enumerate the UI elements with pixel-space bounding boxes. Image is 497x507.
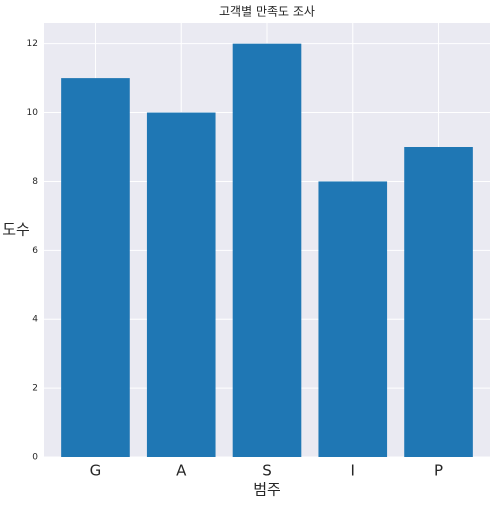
x-tick-label: I	[351, 462, 355, 480]
y-axis-label: 도수	[2, 221, 30, 239]
x-tick-label: G	[90, 462, 102, 480]
x-tick-label: S	[262, 462, 272, 480]
y-tick-label: 12	[27, 39, 38, 49]
x-tick-label: P	[434, 462, 443, 480]
bar	[232, 43, 302, 458]
y-tick-label: 2	[32, 384, 38, 394]
bar	[61, 78, 130, 457]
chart-title: 고객별 만족도 조사	[219, 5, 315, 19]
bar	[404, 147, 473, 457]
y-tick-label: 0	[32, 453, 38, 463]
y-tick-label: 6	[32, 246, 38, 256]
x-axis-label: 범주	[253, 481, 281, 499]
y-tick-label: 4	[32, 315, 38, 325]
marks	[61, 43, 473, 458]
x-tick-label: A	[176, 462, 187, 480]
bar	[146, 112, 216, 458]
y-tick-label: 10	[27, 108, 39, 118]
bar	[318, 181, 388, 457]
y-tick-label: 8	[32, 177, 38, 187]
